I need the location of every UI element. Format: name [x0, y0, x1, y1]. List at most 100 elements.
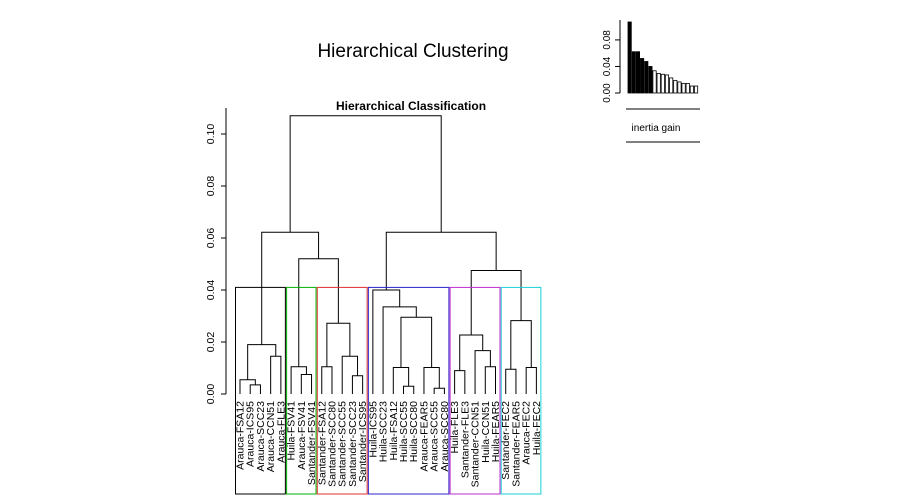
dendrogram-link: [459, 334, 484, 371]
dendrogram-link: [392, 366, 410, 394]
inertia-bar: [689, 85, 694, 94]
figure-title: Hierarchical Clustering: [317, 41, 508, 62]
dendrogram-link: [270, 355, 282, 394]
inertia-xlabel: inertia gain: [632, 123, 681, 134]
dendrogram-leaf-label: Santander-FEAR5: [510, 401, 522, 487]
dendrogram-leaf-label: Arauca-SCC55: [429, 401, 441, 472]
dendrogram-y-ticks: 0.00 0.02 0.04 0.06 0.08 0.10: [205, 124, 226, 405]
inertia-bar: [635, 51, 640, 94]
dendrogram-y-tick-label: 0.00: [205, 384, 217, 405]
inertia-bar: [644, 61, 649, 94]
inertia-y-tick-label: 0.00: [602, 83, 613, 103]
inertia-bar: [664, 74, 670, 94]
dendrogram-link: [326, 322, 351, 367]
inertia-gain-panel: 0.00 0.04 0.08 inertia gain: [602, 20, 700, 143]
inertia-bar: [681, 82, 686, 94]
dendrogram-link: [525, 366, 537, 394]
dendrogram-leaf-label: Santander-SCC80: [326, 401, 338, 487]
dendrogram-link: [385, 231, 497, 290]
dendrogram-link: [474, 350, 491, 394]
cluster-box: [449, 286, 501, 495]
inertia-bar: [640, 58, 645, 94]
cluster-box: [367, 286, 450, 495]
dendrogram-leaf-label: Santander-FLE3: [459, 401, 471, 478]
dendrogram-link: [239, 379, 256, 394]
dendrogram-link: [341, 355, 359, 394]
dendrogram-leaf-label: Huila-SCC80: [408, 401, 420, 462]
inertia-bar: [677, 81, 682, 94]
dendrogram-y-tick-label: 0.04: [205, 280, 217, 301]
dendrogram-y-tick-label: 0.02: [205, 332, 217, 353]
dendrogram-y-tick-label: 0.08: [205, 176, 217, 197]
dendrogram-leaf-label: Arauca-SCC23: [255, 401, 267, 472]
cluster-box: [316, 286, 368, 495]
inertia-bar: [669, 77, 674, 94]
inertia-y-tick-label: 0.08: [602, 30, 613, 50]
inertia-bar: [673, 79, 678, 94]
inertia-bar: [627, 21, 632, 94]
dendrogram-link: [351, 375, 364, 394]
inertia-bar: [631, 51, 636, 94]
dendrogram-leaf-label: Huila-ICS95: [367, 401, 379, 458]
dendrogram-y-tick-label: 0.10: [205, 124, 217, 145]
dendrogram-leaf-label: Santander-CCN51: [470, 401, 482, 488]
cluster-box: [286, 286, 317, 495]
inertia-y-ticks: 0.00 0.04 0.08: [602, 30, 620, 103]
dendrogram-link: [510, 320, 532, 370]
dendrogram-link: [300, 374, 313, 394]
dendrogram-leaf-label: Huila-FEAR5: [490, 401, 502, 462]
dendrogram-y-tick-label: 0.06: [205, 228, 217, 249]
dendrogram-link: [289, 115, 442, 233]
dendrogram-leaf-label: Arauca-FSA12: [235, 401, 247, 470]
dendrogram-leaf-label: Arauca-ICS95: [245, 401, 257, 467]
dendrogram-leaf-label: Arauca-CCN51: [265, 401, 277, 472]
dendrogram-leaf-label: Huila-SCC55: [398, 401, 410, 462]
cluster-boxes: [235, 286, 542, 495]
dendrogram-link: [484, 366, 496, 394]
dendrogram-link: [400, 316, 433, 368]
dendrogram-leaf-label: Arauca-FEC2: [521, 401, 533, 465]
inertia-bar: [652, 70, 657, 94]
dendrogram-leaf-label: Santander-FSA12: [316, 401, 328, 485]
dendrogram-link: [247, 344, 277, 380]
dendrogram-leaf-label: Arauca-FEAR5: [418, 401, 430, 472]
inertia-bar: [694, 85, 699, 94]
dendrogram-leaf-label: Santander-FSV41: [306, 401, 318, 485]
inertia-bar: [660, 73, 665, 94]
dendrogram-link: [423, 366, 440, 394]
dendrogram-leaf-label: Santander-SCC23: [347, 401, 359, 487]
dendrogram-leaf-label: Huila-FLE3: [449, 401, 461, 454]
dendrogram-leaf-label: Santander-ICS95: [357, 401, 369, 482]
dendrogram-leaf-label: Huila-SCC23: [378, 401, 390, 462]
dendrogram-link: [403, 385, 415, 394]
dendrogram-leaf-label: Huila-CCN51: [480, 401, 492, 463]
dendrogram-link: [382, 306, 417, 394]
dendrogram-leaf-label: Arauca-FSV41: [296, 401, 308, 470]
inertia-y-tick-label: 0.04: [602, 56, 613, 76]
inertia-bar: [685, 82, 690, 94]
dendrogram-leaf-label: Huila-FSV41: [286, 401, 298, 461]
dendrogram-leaf-label: Arauca-SCC80: [439, 401, 451, 472]
cluster-box: [500, 286, 542, 495]
dendrogram-panel: 0.000.020.040.060.080.10 Arauca-FSA12Ara…: [205, 108, 543, 495]
dendrogram-links: [239, 115, 537, 394]
dendrogram-leaf-label: Arauca-FLE3: [275, 401, 287, 463]
dendrogram-link: [470, 270, 522, 335]
dendrogram-link: [454, 370, 466, 394]
dendrogram-link: [298, 258, 339, 367]
dendrogram-leaf-label: Santander-SCC55: [337, 401, 349, 487]
inertia-bar: [648, 66, 653, 94]
dendrogram-link: [321, 366, 333, 394]
dendrogram-link: [505, 368, 517, 394]
dendrogram-leaf-label: Huila-FEC2: [531, 401, 543, 455]
dendrogram-link: [290, 366, 307, 394]
dendrogram-link: [261, 231, 320, 345]
dendrogram-leaf-label: Santander-FEC2: [500, 401, 512, 480]
inertia-bar: [656, 73, 661, 94]
dendrogram-title: Hierarchical Classification: [336, 99, 486, 113]
dendrogram-leaf-labels: Arauca-FSA12Arauca-ICS95Arauca-SCC23Arau…: [235, 401, 543, 488]
cluster-box: [235, 286, 286, 495]
dendrogram-leaf-label: Huila-FSA12: [388, 401, 400, 461]
dendrogram-link: [372, 289, 401, 394]
